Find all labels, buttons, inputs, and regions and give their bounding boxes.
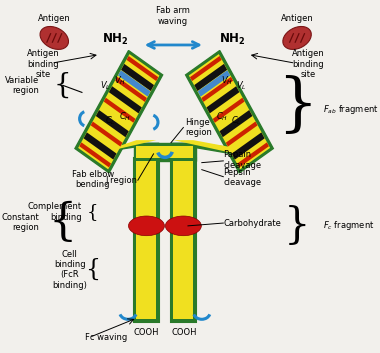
Text: COOH: COOH <box>133 328 158 337</box>
Text: Constant
region: Constant region <box>1 213 39 232</box>
Text: }: } <box>277 76 317 137</box>
Text: Complement
binding: Complement binding <box>28 202 82 222</box>
Polygon shape <box>127 56 158 81</box>
Text: $F_{ab}$ fragment: $F_{ab}$ fragment <box>323 103 379 116</box>
Text: }: } <box>284 205 310 247</box>
Bar <box>134 158 159 322</box>
Polygon shape <box>78 54 160 169</box>
Polygon shape <box>237 142 269 167</box>
Bar <box>134 143 196 161</box>
Ellipse shape <box>165 216 201 236</box>
Polygon shape <box>91 121 122 146</box>
Polygon shape <box>96 110 129 137</box>
Polygon shape <box>118 70 150 97</box>
Bar <box>136 161 157 319</box>
Polygon shape <box>171 143 252 154</box>
Text: Antigen
binding
site: Antigen binding site <box>27 49 60 79</box>
Ellipse shape <box>128 216 165 236</box>
Text: Cell
binding
(FcR
binding): Cell binding (FcR binding) <box>52 250 87 290</box>
Polygon shape <box>190 56 222 81</box>
Polygon shape <box>97 140 157 154</box>
Text: $F_c$ fragment: $F_c$ fragment <box>323 219 375 232</box>
Text: $V_L$: $V_L$ <box>236 80 247 92</box>
Text: Antigen: Antigen <box>281 14 314 23</box>
Polygon shape <box>185 50 273 173</box>
Text: $C_L$: $C_L$ <box>105 114 116 127</box>
Polygon shape <box>198 70 230 97</box>
Text: Antigen: Antigen <box>38 14 71 23</box>
Polygon shape <box>75 50 163 173</box>
Text: Fab arm
waving: Fab arm waving <box>156 6 190 26</box>
Text: $V_H$: $V_H$ <box>221 75 233 88</box>
Polygon shape <box>206 86 239 113</box>
Text: J region: J region <box>105 176 137 185</box>
Bar <box>171 158 196 322</box>
Text: Variable
region: Variable region <box>5 76 39 95</box>
Polygon shape <box>79 142 111 167</box>
Polygon shape <box>213 98 245 123</box>
Polygon shape <box>109 86 142 113</box>
Text: Antigen
binding
site: Antigen binding site <box>291 49 324 79</box>
Text: Hinge
region: Hinge region <box>185 118 212 137</box>
Polygon shape <box>173 140 250 154</box>
Polygon shape <box>220 110 252 137</box>
Text: COOH: COOH <box>171 328 197 337</box>
Text: Carbohydrate: Carbohydrate <box>223 219 281 228</box>
Polygon shape <box>115 77 147 102</box>
Text: $V_L$: $V_L$ <box>100 80 111 92</box>
Bar <box>136 146 193 158</box>
Polygon shape <box>189 54 270 169</box>
Polygon shape <box>94 143 159 154</box>
Text: Papain
cleavage: Papain cleavage <box>223 150 261 169</box>
Text: $V_H$: $V_H$ <box>114 75 126 88</box>
Text: $C_H$: $C_H$ <box>216 110 228 122</box>
Polygon shape <box>84 132 117 160</box>
Text: $\mathbf{NH_2}$: $\mathbf{NH_2}$ <box>102 32 129 47</box>
Text: Pepsin
cleavage: Pepsin cleavage <box>223 168 261 187</box>
Polygon shape <box>104 98 136 123</box>
Polygon shape <box>201 77 233 102</box>
Polygon shape <box>121 64 154 91</box>
Text: {: { <box>85 258 100 281</box>
Polygon shape <box>194 64 227 91</box>
Text: $C_L$: $C_L$ <box>231 114 242 127</box>
Text: $C_H$: $C_H$ <box>119 110 131 122</box>
Bar <box>173 161 193 319</box>
Polygon shape <box>226 121 258 146</box>
Ellipse shape <box>40 26 68 49</box>
Ellipse shape <box>283 26 311 49</box>
Text: $\mathbf{NH_2}$: $\mathbf{NH_2}$ <box>219 32 246 47</box>
Polygon shape <box>232 132 264 160</box>
Text: {: { <box>87 203 98 221</box>
Text: {: { <box>54 72 72 99</box>
Text: Fc waving: Fc waving <box>85 333 127 342</box>
Text: Fab elbow
bending: Fab elbow bending <box>71 170 114 189</box>
Text: {: { <box>49 201 77 244</box>
